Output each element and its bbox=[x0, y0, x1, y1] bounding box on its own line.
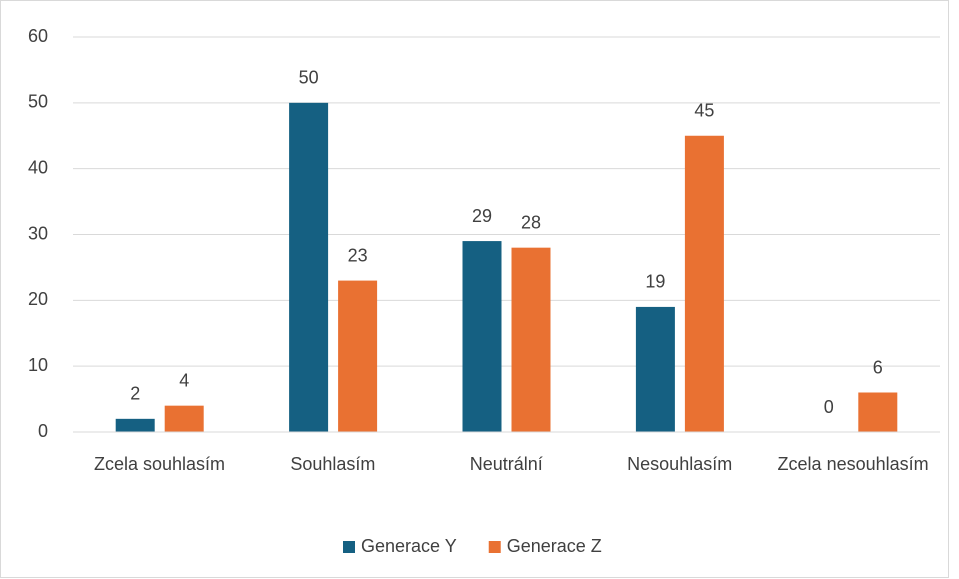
bar bbox=[684, 135, 724, 432]
data-label: 19 bbox=[645, 272, 665, 292]
bar bbox=[511, 247, 551, 432]
legend-label: Generace Z bbox=[507, 536, 602, 556]
x-tick-label: Souhlasím bbox=[290, 454, 376, 474]
data-label: 2 bbox=[130, 384, 140, 404]
bar bbox=[164, 405, 204, 432]
bar bbox=[635, 306, 675, 432]
y-tick-label: 30 bbox=[28, 223, 48, 243]
data-label: 23 bbox=[348, 245, 368, 265]
data-label: 29 bbox=[472, 206, 492, 226]
data-label: 4 bbox=[179, 370, 189, 390]
x-tick-label: Neutrální bbox=[469, 454, 543, 474]
legend-swatch bbox=[488, 541, 501, 553]
y-tick-label: 10 bbox=[28, 355, 48, 375]
y-tick-label: 60 bbox=[28, 26, 48, 46]
y-tick-label: 40 bbox=[28, 157, 48, 177]
data-label: 6 bbox=[873, 357, 883, 377]
bar bbox=[338, 280, 378, 432]
x-tick-label: Zcela souhlasím bbox=[93, 454, 226, 474]
legend-swatch bbox=[343, 541, 355, 553]
data-label: 50 bbox=[299, 68, 319, 88]
bar bbox=[115, 418, 155, 432]
bar bbox=[462, 241, 502, 432]
legend-label: Generace Y bbox=[361, 536, 457, 556]
y-tick-label: 0 bbox=[38, 421, 48, 441]
data-label: 28 bbox=[521, 212, 541, 232]
data-label: 0 bbox=[824, 397, 834, 417]
bar bbox=[858, 392, 898, 432]
y-tick-label: 20 bbox=[28, 289, 48, 309]
x-tick-label: Nesouhlasím bbox=[627, 454, 733, 474]
bar bbox=[289, 102, 329, 432]
y-tick-label: 50 bbox=[28, 92, 48, 112]
data-label: 45 bbox=[694, 101, 714, 121]
x-tick-label: Zcela nesouhlasím bbox=[777, 454, 929, 474]
